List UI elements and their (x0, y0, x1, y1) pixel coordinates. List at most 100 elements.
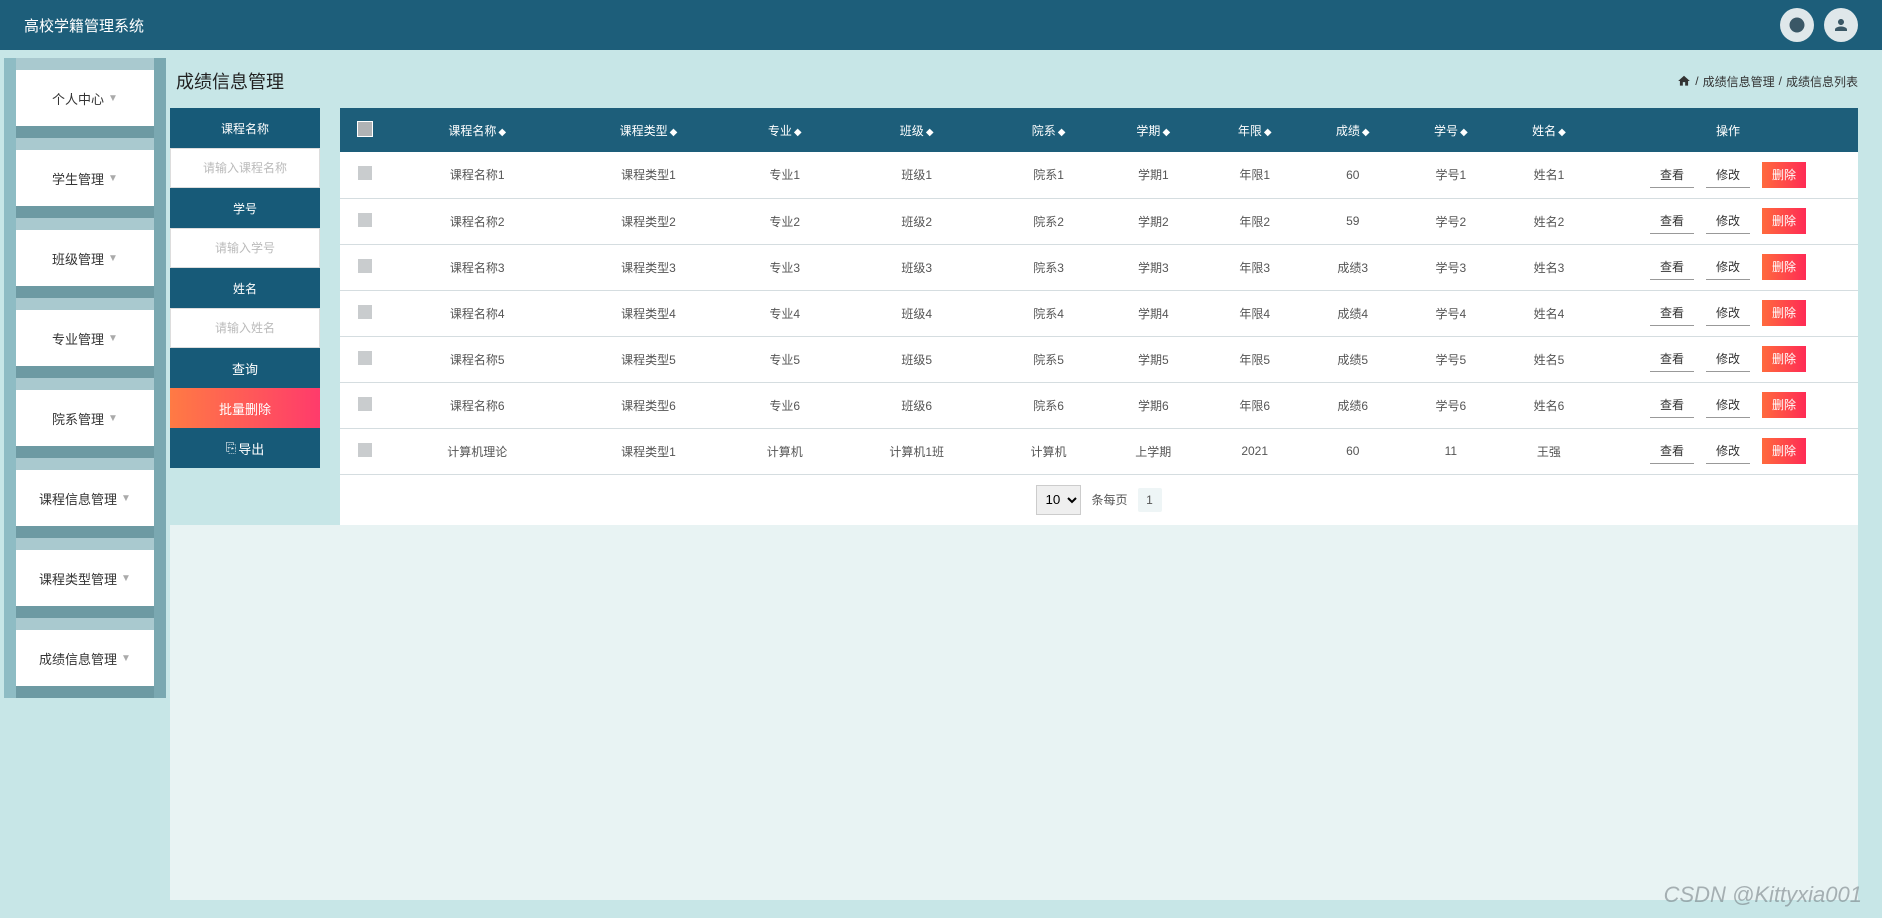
row-checkbox[interactable] (358, 443, 372, 457)
cell: 年限5 (1206, 336, 1304, 382)
cell: 学号1 (1402, 152, 1500, 198)
name-input[interactable] (170, 308, 320, 348)
cell: 班级1 (837, 152, 996, 198)
col-header: 操作 (1598, 108, 1858, 152)
sort-icon: ◆ (1162, 129, 1170, 137)
col-header[interactable]: 院系◆ (996, 108, 1101, 152)
per-page-label: 条每页 (1091, 491, 1127, 508)
table-row: 课程名称6课程类型6专业6班级6院系6学期6年限6成绩6学号6姓名6查看修改删除 (340, 382, 1858, 428)
chevron-down-icon: ▼ (108, 333, 118, 344)
chevron-down-icon: ▼ (121, 653, 131, 664)
col-header[interactable]: 课程名称◆ (390, 108, 565, 152)
cell: 2021 (1206, 428, 1304, 474)
sidebar-item-label: 院系管理 (52, 409, 104, 428)
cell: 课程名称6 (390, 382, 565, 428)
cell: 课程类型6 (565, 382, 733, 428)
edit-button[interactable]: 修改 (1706, 208, 1750, 234)
page-number[interactable]: 1 (1138, 488, 1162, 512)
table-row: 课程名称2课程类型2专业2班级2院系2学期2年限259学号2姓名2查看修改删除 (340, 198, 1858, 244)
batch-delete-button[interactable]: 批量删除 (170, 388, 320, 428)
sid-input[interactable] (170, 228, 320, 268)
row-checkbox[interactable] (358, 305, 372, 319)
cell: 年限1 (1206, 152, 1304, 198)
row-checkbox[interactable] (358, 259, 372, 273)
sidebar-item-3[interactable]: 专业管理▼ (16, 310, 154, 366)
select-all-checkbox[interactable] (357, 121, 373, 137)
sort-icon: ◆ (1460, 129, 1468, 137)
delete-button[interactable]: 删除 (1762, 162, 1806, 188)
col-header[interactable]: 成绩◆ (1304, 108, 1402, 152)
row-checkbox[interactable] (358, 351, 372, 365)
edit-button[interactable]: 修改 (1706, 438, 1750, 464)
view-button[interactable]: 查看 (1650, 208, 1694, 234)
sidebar-item-label: 个人中心 (52, 89, 104, 108)
col-header[interactable]: 班级◆ (837, 108, 996, 152)
col-header[interactable]: 课程类型◆ (565, 108, 733, 152)
edit-button[interactable]: 修改 (1706, 392, 1750, 418)
breadcrumb: / 成绩信息管理 / 成绩信息列表 (1677, 73, 1858, 90)
edit-button[interactable]: 修改 (1706, 254, 1750, 280)
chevron-down-icon: ▼ (108, 173, 118, 184)
sort-icon: ◆ (1362, 129, 1370, 137)
user-icon-button[interactable] (1824, 8, 1858, 42)
cell: 年限6 (1206, 382, 1304, 428)
cell: 60 (1304, 152, 1402, 198)
col-header[interactable]: 年限◆ (1206, 108, 1304, 152)
view-button[interactable]: 查看 (1650, 300, 1694, 326)
cell: 59 (1304, 198, 1402, 244)
edit-button[interactable]: 修改 (1706, 346, 1750, 372)
edit-button[interactable]: 修改 (1706, 162, 1750, 188)
cell: 专业3 (732, 244, 837, 290)
sidebar-item-0[interactable]: 个人中心▼ (16, 70, 154, 126)
delete-button[interactable]: 删除 (1762, 392, 1806, 418)
edit-button[interactable]: 修改 (1706, 300, 1750, 326)
sidebar-item-1[interactable]: 学生管理▼ (16, 150, 154, 206)
cell: 学期6 (1101, 382, 1206, 428)
cell: 课程名称4 (390, 290, 565, 336)
filter-label-sid: 学号 (170, 188, 320, 228)
sidebar-item-7[interactable]: 成绩信息管理▼ (16, 630, 154, 686)
col-header[interactable]: 学期◆ (1101, 108, 1206, 152)
page-size-select[interactable]: 10 (1036, 485, 1081, 515)
col-header[interactable]: 专业◆ (732, 108, 837, 152)
delete-button[interactable]: 删除 (1762, 300, 1806, 326)
chevron-down-icon: ▼ (121, 493, 131, 504)
cell: 院系1 (996, 152, 1101, 198)
delete-button[interactable]: 删除 (1762, 438, 1806, 464)
view-button[interactable]: 查看 (1650, 254, 1694, 280)
export-button[interactable]: ⎘导出 (170, 428, 320, 468)
sidebar-item-6[interactable]: 课程类型管理▼ (16, 550, 154, 606)
sidebar-item-2[interactable]: 班级管理▼ (16, 230, 154, 286)
cell: 课程类型1 (565, 428, 733, 474)
fullscreen-icon-button[interactable] (1780, 8, 1814, 42)
row-checkbox[interactable] (358, 166, 372, 180)
cell: 专业4 (732, 290, 837, 336)
cell: 班级4 (837, 290, 996, 336)
view-button[interactable]: 查看 (1650, 162, 1694, 188)
table-row: 课程名称3课程类型3专业3班级3院系3学期3年限3成绩3学号3姓名3查看修改删除 (340, 244, 1858, 290)
cell: 课程类型1 (565, 152, 733, 198)
view-button[interactable]: 查看 (1650, 392, 1694, 418)
row-checkbox[interactable] (358, 213, 372, 227)
query-button[interactable]: 查询 (170, 348, 320, 388)
sidebar-item-5[interactable]: 课程信息管理▼ (16, 470, 154, 526)
sidebar-item-label: 班级管理 (52, 249, 104, 268)
col-header[interactable]: 学号◆ (1402, 108, 1500, 152)
table-wrap: 课程名称◆课程类型◆专业◆班级◆院系◆学期◆年限◆成绩◆学号◆姓名◆操作 课程名… (340, 108, 1858, 525)
home-icon (1677, 74, 1691, 88)
view-button[interactable]: 查看 (1650, 438, 1694, 464)
delete-button[interactable]: 删除 (1762, 208, 1806, 234)
breadcrumb-b[interactable]: 成绩信息列表 (1786, 73, 1858, 90)
cell: 60 (1304, 428, 1402, 474)
col-header[interactable]: 姓名◆ (1500, 108, 1598, 152)
view-button[interactable]: 查看 (1650, 346, 1694, 372)
course-input[interactable] (170, 148, 320, 188)
delete-button[interactable]: 删除 (1762, 346, 1806, 372)
row-checkbox[interactable] (358, 397, 372, 411)
cell: 姓名3 (1500, 244, 1598, 290)
breadcrumb-sep: / (1695, 74, 1698, 88)
breadcrumb-a[interactable]: 成绩信息管理 (1703, 73, 1775, 90)
delete-button[interactable]: 删除 (1762, 254, 1806, 280)
cell: 专业2 (732, 198, 837, 244)
sidebar-item-4[interactable]: 院系管理▼ (16, 390, 154, 446)
